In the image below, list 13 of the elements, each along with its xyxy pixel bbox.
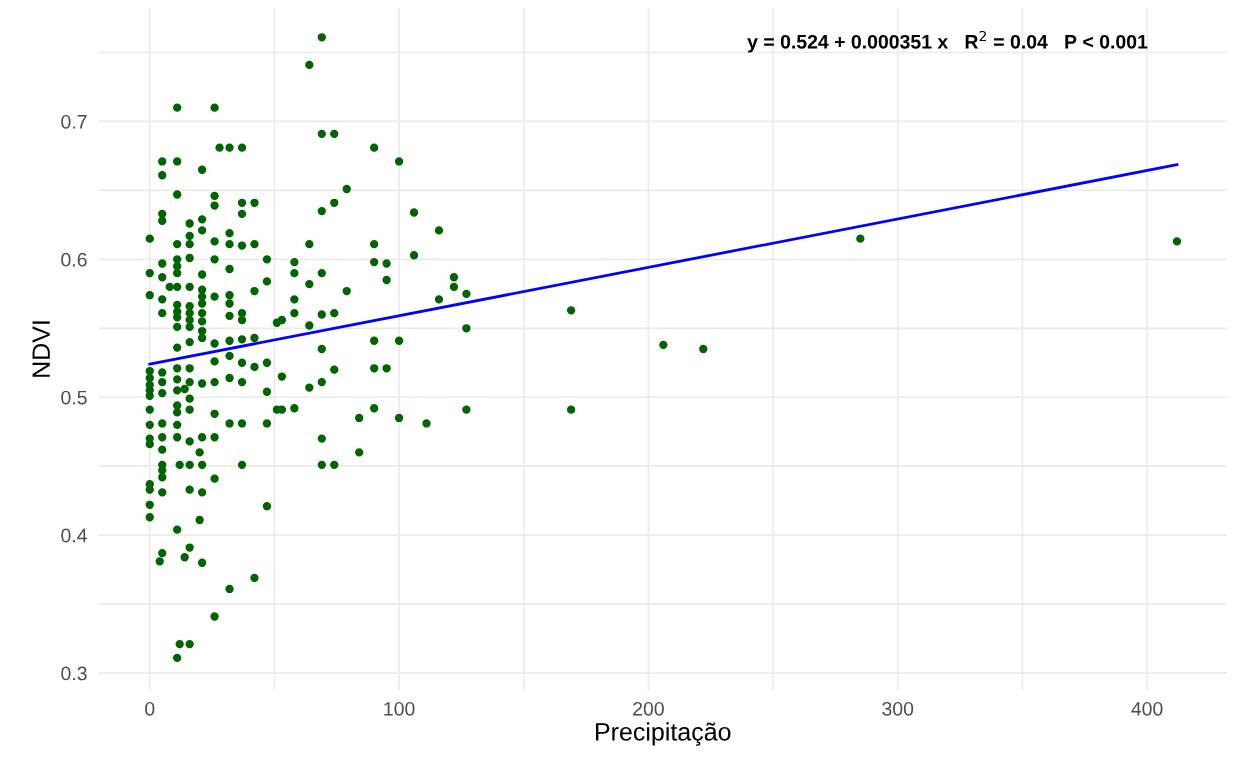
x-tick-label: 100 bbox=[384, 701, 415, 716]
x-tick-label: 400 bbox=[1131, 701, 1163, 716]
y-tick-label: 0.3 bbox=[61, 666, 87, 681]
y-tick-label: 0.5 bbox=[61, 390, 87, 405]
y-tick-label: 0.7 bbox=[61, 114, 87, 129]
y-tick-label: 0.6 bbox=[61, 252, 87, 267]
annotation: y = 0.524 + 0.000351 x R$^{2}$ = 0.04 P < 0.001 bbox=[747, 30, 1148, 53]
x-tick-label: 0 bbox=[145, 701, 155, 716]
x-tick-label: 300 bbox=[882, 701, 914, 716]
x-axis-title: Precipitação bbox=[596, 722, 731, 746]
y-tick-label: 0.4 bbox=[61, 528, 87, 543]
x-tick-label: 200 bbox=[633, 701, 664, 716]
y-axis-title: NDVI bbox=[32, 321, 50, 377]
